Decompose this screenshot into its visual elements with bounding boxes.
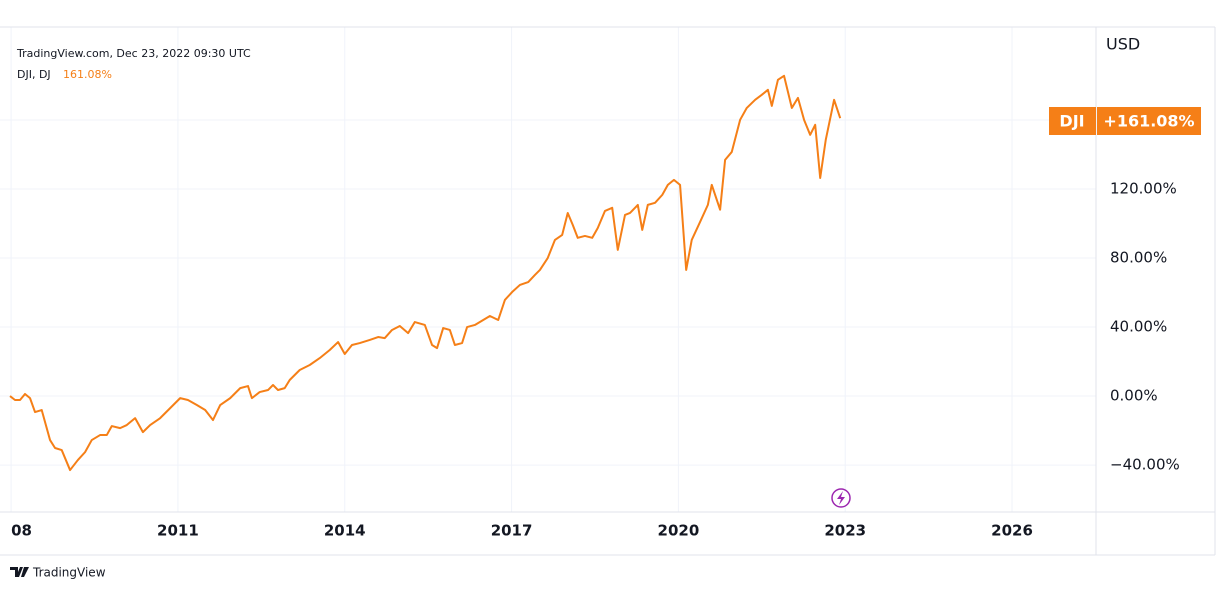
brand-logo[interactable] xyxy=(10,567,29,577)
badge-value-bg xyxy=(1097,107,1201,135)
y-tick-label: −40.00% xyxy=(1110,456,1180,474)
x-tick-label: 2014 xyxy=(324,522,366,540)
x-tick-label: 2011 xyxy=(157,522,199,540)
plot xyxy=(9,74,842,472)
y-tick-label: 0.00% xyxy=(1110,387,1158,405)
y-tick-label: 40.00% xyxy=(1110,318,1167,336)
grid xyxy=(0,27,1096,512)
event-icon[interactable] xyxy=(831,488,851,508)
legend-value: 161.08% xyxy=(63,68,112,81)
currency: USD xyxy=(1106,35,1140,54)
x-tick-label: 08 xyxy=(11,522,32,540)
x-tick-label: 2020 xyxy=(658,522,700,540)
badge-name-bg xyxy=(1049,107,1096,135)
y-tick-label: 80.00% xyxy=(1110,249,1167,267)
badge-name: DJI xyxy=(1059,112,1084,131)
badge-value: +161.08% xyxy=(1103,112,1194,131)
x-tick-label: 2023 xyxy=(824,522,866,540)
y-tick-label: 120.00% xyxy=(1110,180,1177,198)
price-line xyxy=(9,74,842,472)
legend-name: DJI, DJ xyxy=(17,68,51,81)
brand[interactable]: TradingView xyxy=(32,566,106,580)
header: TradingView.com, Dec 23, 2022 09:30 UTC xyxy=(16,47,251,60)
x-tick-label: 2017 xyxy=(491,522,533,540)
labels: −40.00%0.00%40.00%80.00%120.00%160.00%08… xyxy=(11,110,1180,539)
x-tick-label: 2026 xyxy=(991,522,1033,540)
